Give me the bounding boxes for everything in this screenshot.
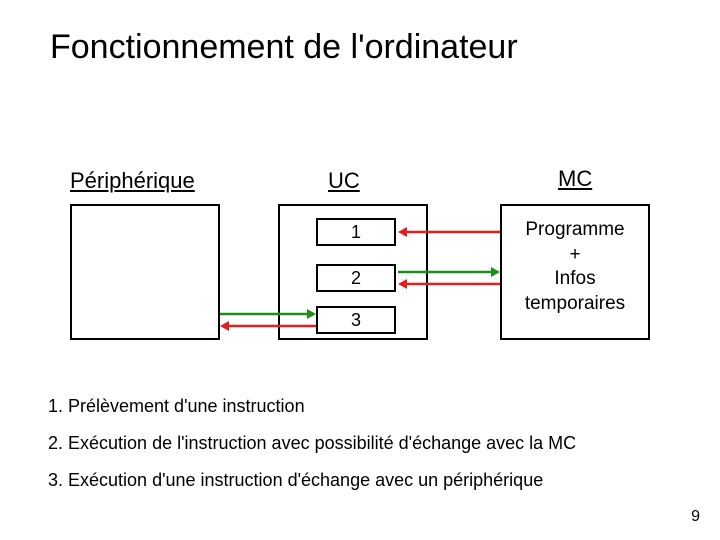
mc-line-1: Programme [505, 218, 645, 243]
slide-title: Fonctionnement de l'ordinateur [50, 28, 518, 67]
step-3: 3. Exécution d'une instruction d'échange… [48, 470, 576, 491]
label-mc: MC [558, 166, 592, 192]
mc-line-2: + [505, 243, 645, 268]
slide-number: 9 [691, 508, 700, 526]
uc-cell-3-label: 3 [351, 310, 361, 330]
step-1: 1. Prélèvement d'une instruction [48, 396, 576, 417]
mc-line-3: Infos [505, 267, 645, 292]
peripherique-box [70, 204, 220, 340]
steps-list: 1. Prélèvement d'une instruction 2. Exéc… [48, 396, 576, 507]
step-2: 2. Exécution de l'instruction avec possi… [48, 433, 576, 454]
uc-cell-2-label: 2 [351, 268, 361, 288]
mc-line-4: temporaires [505, 292, 645, 317]
uc-cell-2: 2 [316, 264, 396, 292]
label-peripherique: Périphérique [70, 168, 195, 194]
uc-cell-3: 3 [316, 306, 396, 334]
slide: Fonctionnement de l'ordinateur Périphéri… [0, 0, 720, 540]
label-uc: UC [328, 168, 360, 194]
uc-cell-1: 1 [316, 218, 396, 246]
mc-content-text: Programme + Infos temporaires [505, 218, 645, 317]
uc-cell-1-label: 1 [351, 222, 361, 242]
